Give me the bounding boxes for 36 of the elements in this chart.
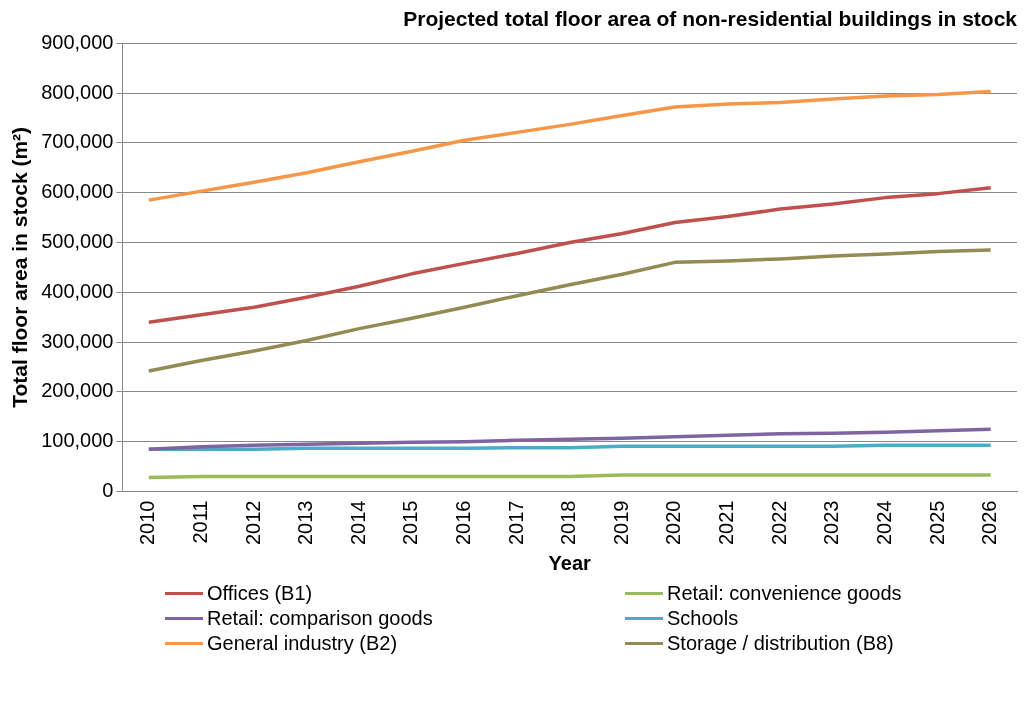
x-tick-label: 2010 xyxy=(136,500,159,546)
x-tick-label: 2024 xyxy=(872,500,895,546)
y-tick-label: 600,000 xyxy=(41,180,114,203)
y-tick-label: 700,000 xyxy=(41,130,114,153)
x-tick-label: 2015 xyxy=(399,500,422,546)
y-tick-label: 400,000 xyxy=(41,279,114,302)
x-tick-label: 2017 xyxy=(504,500,527,546)
y-tick-label: 500,000 xyxy=(41,229,114,252)
legend-label: General industry (B2) xyxy=(207,632,398,655)
legend-label: Storage / distribution (B8) xyxy=(667,632,894,655)
x-tick-label: 2014 xyxy=(346,500,369,546)
x-tick-label: 2013 xyxy=(294,500,317,546)
x-tick-label: 2026 xyxy=(978,500,1001,546)
x-tick-label: 2012 xyxy=(241,500,264,546)
y-tick-label: 900,000 xyxy=(41,30,114,53)
x-tick-label: 2023 xyxy=(820,500,843,546)
x-tick-label: 2022 xyxy=(767,500,790,546)
y-tick-label: 300,000 xyxy=(41,329,114,352)
x-tick-label: 2018 xyxy=(557,500,580,546)
legend-label: Offices (B1) xyxy=(207,582,313,605)
x-axis-title: Year xyxy=(548,551,592,574)
y-tick-label: 200,000 xyxy=(41,379,114,402)
legend-label: Retail: comparison goods xyxy=(207,607,433,630)
x-tick-label: 2016 xyxy=(452,500,475,546)
x-tick-label: 2019 xyxy=(609,500,632,546)
legend-label: Retail: convenience goods xyxy=(667,582,902,605)
y-tick-label: 100,000 xyxy=(41,429,114,452)
x-tick-label: 2011 xyxy=(188,500,211,544)
x-tick-label: 2021 xyxy=(715,500,738,546)
legend-label: Schools xyxy=(667,607,739,630)
y-tick-label: 0 xyxy=(102,479,114,502)
x-tick-label: 2025 xyxy=(925,500,948,546)
x-tick-label: 2020 xyxy=(662,500,685,546)
y-tick-label: 800,000 xyxy=(41,80,114,103)
y-axis-title: Total floor area in stock (m²) xyxy=(8,126,32,408)
chart-title: Projected total floor area of non-residential buildings in stock xyxy=(403,7,1018,31)
